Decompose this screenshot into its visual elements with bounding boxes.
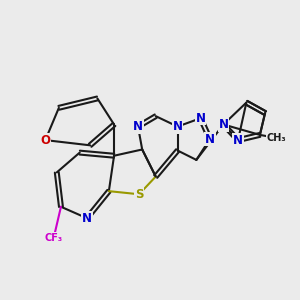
Text: N: N xyxy=(218,118,228,131)
Text: N: N xyxy=(196,112,206,125)
Text: N: N xyxy=(205,133,215,146)
Text: S: S xyxy=(135,188,143,201)
Text: N: N xyxy=(133,120,143,133)
Text: N: N xyxy=(233,134,243,147)
Text: CF₃: CF₃ xyxy=(45,233,63,243)
Text: CH₃: CH₃ xyxy=(267,133,286,143)
Text: N: N xyxy=(172,120,183,133)
Text: N: N xyxy=(82,212,92,225)
Text: O: O xyxy=(40,134,50,147)
